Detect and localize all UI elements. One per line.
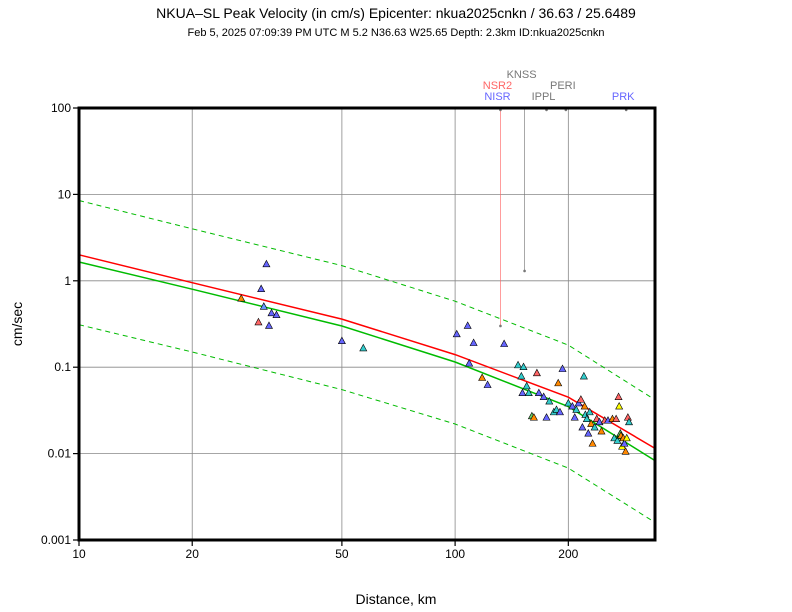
data-point	[539, 392, 548, 400]
data-point	[552, 405, 561, 413]
data-point	[587, 419, 596, 427]
data-point	[272, 310, 281, 318]
station-label: PERI	[550, 80, 576, 92]
data-point	[580, 401, 589, 410]
station-label: IPPL	[532, 91, 556, 103]
x-tick-label: 100	[445, 547, 465, 561]
data-point	[555, 407, 564, 416]
station-label: KNSS	[507, 69, 537, 81]
data-point	[518, 388, 527, 397]
data-point	[590, 422, 599, 431]
data-point	[483, 380, 492, 388]
data-point	[529, 413, 538, 421]
data-point	[615, 401, 624, 410]
axis-ticks: 10 20 50 100 200 0.001 0.01 0.1 1 10 100	[41, 101, 579, 561]
data-point	[625, 417, 634, 426]
data-point	[574, 398, 583, 407]
data-point	[465, 358, 474, 367]
data-points	[237, 259, 634, 455]
station-dot	[499, 324, 502, 328]
data-point	[588, 439, 597, 447]
data-point	[579, 371, 588, 380]
data-point	[267, 308, 276, 317]
data-point	[570, 413, 579, 421]
data-point	[542, 413, 551, 421]
station-label: PRK	[612, 91, 635, 103]
y-tick-label: 10	[58, 187, 72, 201]
data-point	[621, 447, 630, 455]
data-point	[545, 396, 554, 405]
grid-lines	[78, 107, 655, 541]
data-point	[578, 422, 587, 431]
data-point	[585, 407, 594, 416]
data-point	[572, 405, 581, 413]
x-tick-label: 200	[558, 547, 578, 561]
data-point	[463, 321, 472, 329]
data-point	[257, 284, 266, 292]
data-point	[584, 429, 593, 437]
x-tick-label: 20	[186, 547, 200, 561]
data-point	[613, 436, 622, 444]
data-point	[469, 338, 478, 346]
data-point	[519, 362, 528, 371]
data-point	[254, 317, 263, 326]
data-point	[582, 414, 591, 423]
y-tick-label: 100	[51, 101, 71, 115]
data-point	[576, 395, 585, 403]
data-point	[620, 439, 629, 447]
y-tick-label: 1	[64, 274, 71, 288]
x-tick-label: 50	[335, 547, 349, 561]
y-tick-label: 0.1	[54, 360, 71, 374]
chart-subtitle: Feb 5, 2025 07:09:39 PM UTC M 5.2 N36.63…	[187, 27, 604, 39]
data-point	[623, 413, 632, 421]
data-point	[237, 294, 246, 302]
data-point	[524, 388, 533, 397]
plot-frame	[77, 106, 657, 542]
data-point	[614, 392, 623, 400]
chart-title: NKUA–SL Peak Velocity (in cm/s) Epicente…	[156, 5, 636, 21]
x-axis-label: Distance, km	[356, 591, 437, 607]
data-point	[534, 388, 543, 397]
data-point	[514, 360, 523, 369]
y-tick-label: 0.01	[48, 447, 72, 461]
data-point	[262, 259, 271, 268]
data-point	[264, 321, 273, 329]
data-point	[259, 302, 268, 310]
x-tick-label: 10	[72, 547, 86, 561]
data-point	[554, 378, 563, 387]
data-point	[564, 398, 573, 407]
data-point	[568, 401, 577, 410]
data-point	[500, 339, 509, 347]
station-dot	[523, 269, 526, 273]
data-point	[597, 426, 606, 435]
station-label: NSR2	[483, 80, 512, 92]
data-point	[612, 414, 621, 423]
data-point	[359, 343, 368, 352]
data-point	[337, 336, 346, 344]
data-point	[622, 433, 631, 442]
station-label: NISR	[484, 91, 510, 103]
data-point	[478, 373, 487, 381]
data-point	[517, 371, 526, 380]
data-point	[522, 381, 531, 390]
data-point	[532, 368, 541, 377]
y-tick-label: 0.001	[41, 533, 71, 547]
data-point	[558, 364, 567, 372]
y-axis-label: cm/sec	[9, 302, 25, 346]
data-point	[452, 329, 461, 338]
